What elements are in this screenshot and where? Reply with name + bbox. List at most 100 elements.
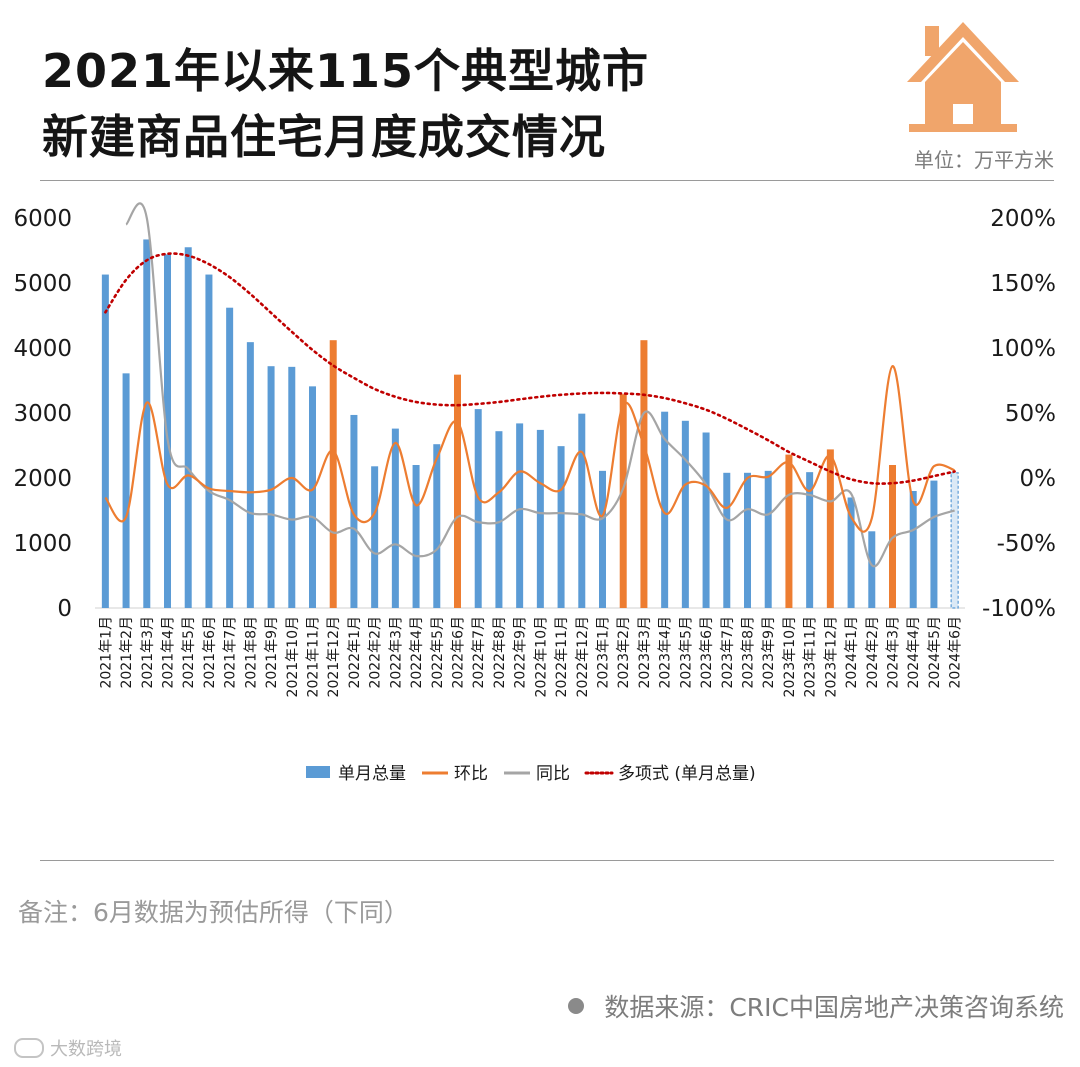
- bar-2024年1月: [847, 497, 855, 608]
- bar-2022年3月: [391, 428, 399, 608]
- legend-label: 多项式 (单月总量): [618, 764, 756, 784]
- legend-item: 同比: [504, 764, 570, 784]
- category-label: 2024年1月: [844, 616, 860, 689]
- right-axis-tick-label: 200%: [990, 206, 1056, 232]
- bar-2021年8月: [246, 342, 254, 608]
- category-label: 2021年9月: [264, 616, 280, 689]
- bar-2022年1月: [350, 414, 358, 608]
- left-axis-tick-label: 3000: [13, 401, 72, 427]
- right-axis-tick-label: 0%: [1020, 466, 1057, 492]
- mom-line: [104, 365, 955, 533]
- bar-2022年10月: [536, 429, 544, 608]
- category-label: 2021年5月: [181, 616, 197, 689]
- category-label: 2021年2月: [119, 616, 135, 689]
- category-label: 2024年3月: [886, 616, 902, 689]
- legend-label: 环比: [454, 764, 488, 784]
- bar-2023年11月: [806, 472, 814, 608]
- legend: 单月总量 环比 同比 多项式 (单月总量): [306, 764, 756, 784]
- chart-title-line1: 2021年以来115个典型城市: [42, 44, 650, 98]
- category-label: 2021年10月: [285, 616, 301, 697]
- bar-2023年12月: [826, 449, 834, 608]
- category-label: 2021年4月: [161, 616, 177, 689]
- chart-title-line2: 新建商品住宅月度成交情况: [42, 110, 606, 164]
- bar-2021年3月: [143, 239, 151, 608]
- legend-item: 环比: [422, 764, 488, 784]
- category-label: 2021年8月: [243, 616, 259, 689]
- bar-2023年6月: [702, 432, 710, 608]
- category-label: 2022年6月: [451, 616, 467, 689]
- category-label: 2023年8月: [741, 616, 757, 689]
- category-label: 2022年2月: [368, 616, 384, 689]
- bar-2022年11月: [557, 446, 565, 608]
- unit-label: 单位：万平方米: [914, 148, 1054, 172]
- category-label: 2023年6月: [699, 616, 715, 689]
- bar-2023年5月: [681, 420, 689, 608]
- category-label: 2023年11月: [803, 616, 819, 697]
- bar-2023年3月: [640, 340, 648, 608]
- right-axis-tick-label: 50%: [1005, 401, 1056, 427]
- category-label: 2021年7月: [223, 616, 239, 689]
- category-label: 2023年7月: [720, 616, 736, 689]
- bar-2021年11月: [309, 386, 316, 608]
- bar-2022年7月: [474, 409, 482, 608]
- bar-2022年6月: [454, 374, 461, 608]
- category-label: 2023年9月: [761, 616, 777, 689]
- left-axis-tick-label: 6000: [13, 206, 72, 232]
- header-divider: [40, 180, 1054, 181]
- bar-2022年5月: [433, 444, 441, 608]
- category-label: 2024年4月: [906, 616, 922, 689]
- bullet-icon: [568, 998, 585, 1014]
- chart-title: 2021年以来115个典型城市 新建商品住宅月度成交情况: [42, 38, 649, 170]
- footer-divider: [40, 860, 1054, 861]
- trend-line: [104, 252, 956, 485]
- bar-2021年12月: [329, 340, 337, 608]
- bar-2024年5月: [930, 480, 938, 608]
- bar-2024年2月: [868, 531, 876, 608]
- left-axis-tick-label: 0: [57, 596, 72, 622]
- category-label: 2023年5月: [678, 616, 694, 689]
- watermark: 大数跨境: [14, 1035, 122, 1061]
- bar-2021年9月: [267, 366, 275, 608]
- category-label: 2021年11月: [306, 616, 322, 697]
- category-label: 2022年4月: [409, 616, 425, 689]
- category-label: 2023年4月: [658, 616, 674, 689]
- watermark-logo-icon: [14, 1038, 44, 1058]
- bar-2023年1月: [599, 470, 606, 608]
- category-label: 2023年1月: [596, 616, 612, 689]
- left-axis-tick-label: 4000: [13, 336, 72, 362]
- yoy-line: [125, 202, 955, 568]
- bar-2023年10月: [785, 454, 793, 608]
- legend-label: 同比: [536, 764, 570, 784]
- right-axis-tick-label: 150%: [990, 271, 1056, 297]
- category-label: 2023年12月: [823, 616, 839, 697]
- category-label: 2022年8月: [492, 616, 508, 689]
- bar-2021年2月: [122, 373, 130, 608]
- bar-2021年1月: [101, 274, 109, 608]
- left-axis-tick-label: 5000: [13, 271, 72, 297]
- legend-item: 多项式 (单月总量): [584, 764, 756, 784]
- bar-2021年5月: [184, 247, 192, 608]
- category-label: 2021年12月: [326, 616, 342, 697]
- category-label: 2021年3月: [140, 616, 156, 689]
- bar-2023年4月: [661, 411, 669, 608]
- watermark-text: 大数跨境: [50, 1039, 122, 1060]
- category-label: 2022年9月: [513, 616, 529, 689]
- category-label: 2024年2月: [865, 616, 881, 689]
- left-axis-tick-label: 1000: [13, 531, 72, 557]
- bar-2023年8月: [744, 472, 751, 608]
- left-axis-tick-label: 2000: [13, 466, 72, 492]
- bar-2023年9月: [764, 470, 772, 608]
- data-source: 数据来源：CRIC中国房地产决策咨询系统: [568, 988, 1064, 1024]
- category-label: 2023年3月: [637, 616, 653, 689]
- right-axis-tick-label: -100%: [982, 596, 1056, 622]
- bar-2021年10月: [288, 366, 296, 608]
- category-label: 2024年5月: [927, 616, 943, 689]
- category-label: 2023年2月: [616, 616, 632, 689]
- category-label: 2021年6月: [202, 616, 218, 689]
- category-label: 2022年10月: [533, 616, 549, 697]
- bar-2022年12月: [578, 413, 586, 608]
- bar-2024年6月: [950, 472, 959, 609]
- bar-2022年8月: [495, 431, 503, 608]
- category-label: 2024年6月: [948, 616, 964, 689]
- footnote: 备注：6月数据为预估所得（下同）: [18, 898, 409, 927]
